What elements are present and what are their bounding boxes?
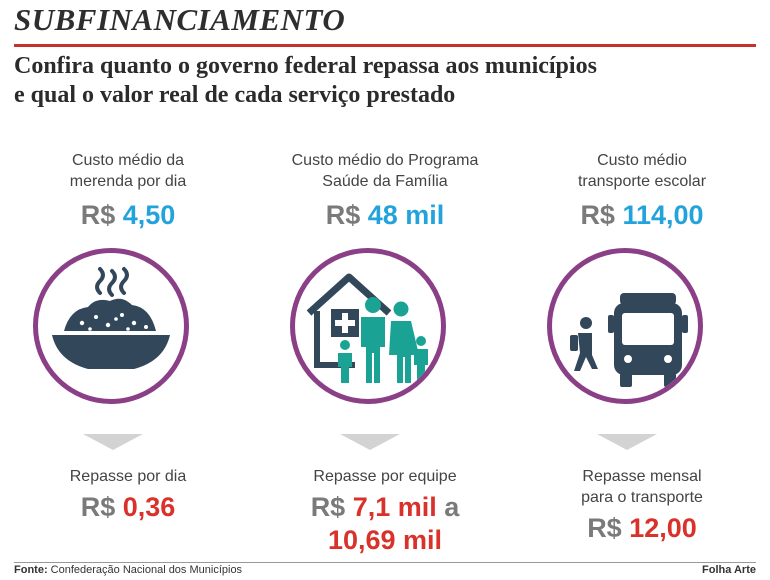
repasse-label: Repasse por equipe xyxy=(257,466,513,487)
cost-label-line-1: Custo médio da xyxy=(71,152,185,169)
kicker-title: SUBFINANCIAMENTO xyxy=(14,2,346,37)
source-text: Confederação Nacional dos Municípios xyxy=(50,564,243,576)
cost-currency: R$ xyxy=(580,200,615,230)
cost-label-line-2: transporte escolar xyxy=(577,173,707,190)
repasse-currency: R$ xyxy=(80,492,116,522)
repasse-amount: 7,1 mil xyxy=(352,492,437,522)
headline-line-1: Confira quanto o governo federal repassa… xyxy=(14,53,597,79)
merenda-circle xyxy=(33,248,189,404)
cost-amount: 4,50 xyxy=(122,200,176,230)
cost-label-line-1: Custo médio do Programa xyxy=(291,152,479,169)
repasse-label: Repasse por dia xyxy=(0,466,256,487)
repasse-currency: R$ xyxy=(587,513,622,543)
repasse-currency: R$ xyxy=(310,492,346,522)
down-arrow-icon xyxy=(340,434,400,450)
repasse-block-merenda: Repasse por dia R$ 0,36 xyxy=(0,466,256,524)
repasse-label-line-1: Repasse mensal xyxy=(582,468,702,485)
repasse-amount: 12,00 xyxy=(629,513,697,543)
repasse-value: R$ 7,1 mil a 10,69 mil xyxy=(257,491,513,557)
cost-label-line-2: Saúde da Família xyxy=(322,173,448,190)
cost-amount: 114,00 xyxy=(622,200,704,230)
source-label: Fonte: xyxy=(14,564,48,576)
repasse-label-line-1: Repasse por equipe xyxy=(313,468,457,485)
repasse-label-line-1: Repasse por dia xyxy=(69,468,187,485)
header-rule xyxy=(14,44,756,47)
footer-rule xyxy=(14,562,756,563)
food-bowl-icon xyxy=(52,267,170,369)
family-health-icon xyxy=(306,273,428,383)
repasse-value: R$ 0,36 xyxy=(0,491,256,524)
cost-value: R$ 48 mil xyxy=(257,200,513,231)
cost-amount: 48 mil xyxy=(367,200,445,230)
cost-value: R$ 4,50 xyxy=(0,200,256,231)
transporte-circle xyxy=(547,248,703,404)
source-note: Fonte: Confederação Nacional dos Municíp… xyxy=(14,564,242,576)
repasse-connector: a xyxy=(444,492,460,522)
cost-currency: R$ xyxy=(325,200,361,230)
cost-label-line-2: merenda por dia xyxy=(69,173,187,190)
cost-block-merenda: Custo médio da merenda por dia R$ 4,50 xyxy=(0,150,256,231)
cost-currency: R$ xyxy=(80,200,116,230)
credit: Folha Arte xyxy=(702,564,756,576)
repasse-amount-2: 10,69 mil xyxy=(327,525,443,555)
cost-label: Custo médio transporte escolar xyxy=(514,150,770,194)
cost-value: R$ 114,00 xyxy=(514,200,770,231)
repasse-value: R$ 12,00 xyxy=(514,512,770,545)
down-arrow-icon xyxy=(597,434,657,450)
cost-label: Custo médio da merenda por dia xyxy=(0,150,256,194)
repasse-label-line-2: para o transporte xyxy=(581,489,703,506)
repasse-amount: 0,36 xyxy=(122,492,176,522)
cost-block-transporte: Custo médio transporte escolar R$ 114,00 xyxy=(514,150,770,231)
saude-circle xyxy=(290,248,446,404)
bus-student-icon xyxy=(570,293,688,387)
repasse-block-saude: Repasse por equipe R$ 7,1 mil a 10,69 mi… xyxy=(257,466,513,557)
headline: Confira quanto o governo federal repassa… xyxy=(14,52,756,110)
headline-line-2: e qual o valor real de cada serviço pres… xyxy=(14,82,456,108)
cost-block-saude: Custo médio do Programa Saúde da Família… xyxy=(257,150,513,231)
down-arrow-icon xyxy=(83,434,143,450)
repasse-label: Repasse mensal para o transporte xyxy=(514,466,770,508)
repasse-block-transporte: Repasse mensal para o transporte R$ 12,0… xyxy=(514,466,770,545)
cost-label-line-1: Custo médio xyxy=(597,152,687,169)
cost-label: Custo médio do Programa Saúde da Família xyxy=(257,150,513,194)
